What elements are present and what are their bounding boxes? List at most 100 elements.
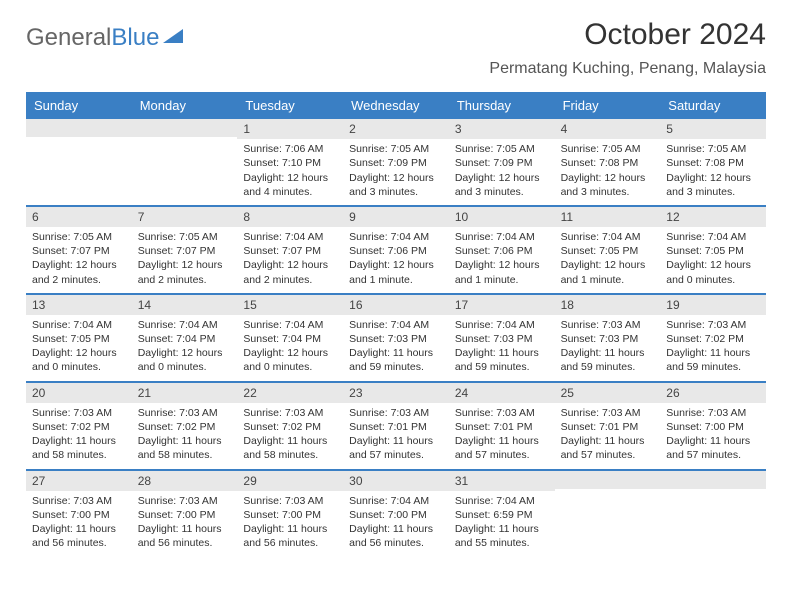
daylight-text: Daylight: 12 hours and 0 minutes. xyxy=(243,346,337,374)
day-number: 12 xyxy=(660,207,766,227)
cell-body: Sunrise: 7:03 AMSunset: 7:00 PMDaylight:… xyxy=(26,491,132,557)
sunset-text: Sunset: 7:07 PM xyxy=(138,244,232,258)
sunrise-text: Sunrise: 7:04 AM xyxy=(138,318,232,332)
cell-body: Sunrise: 7:04 AMSunset: 7:03 PMDaylight:… xyxy=(449,315,555,381)
cell-body: Sunrise: 7:03 AMSunset: 7:01 PMDaylight:… xyxy=(555,403,661,469)
cell-body xyxy=(660,489,766,547)
sunrise-text: Sunrise: 7:04 AM xyxy=(349,494,443,508)
calendar-cell: 7Sunrise: 7:05 AMSunset: 7:07 PMDaylight… xyxy=(132,207,238,293)
day-number: 24 xyxy=(449,383,555,403)
daylight-text: Daylight: 11 hours and 58 minutes. xyxy=(138,434,232,462)
day-header: Monday xyxy=(132,92,238,119)
calendar-cell: 14Sunrise: 7:04 AMSunset: 7:04 PMDayligh… xyxy=(132,295,238,381)
day-number: 20 xyxy=(26,383,132,403)
calendar-cell: 4Sunrise: 7:05 AMSunset: 7:08 PMDaylight… xyxy=(555,119,661,205)
cell-body: Sunrise: 7:03 AMSunset: 7:02 PMDaylight:… xyxy=(660,315,766,381)
sunset-text: Sunset: 7:09 PM xyxy=(455,156,549,170)
daylight-text: Daylight: 11 hours and 59 minutes. xyxy=(349,346,443,374)
sunset-text: Sunset: 7:07 PM xyxy=(243,244,337,258)
calendar-cell: 10Sunrise: 7:04 AMSunset: 7:06 PMDayligh… xyxy=(449,207,555,293)
sunrise-text: Sunrise: 7:04 AM xyxy=(561,230,655,244)
calendar-cell: 29Sunrise: 7:03 AMSunset: 7:00 PMDayligh… xyxy=(237,471,343,557)
day-number: 16 xyxy=(343,295,449,315)
day-number: 30 xyxy=(343,471,449,491)
sunrise-text: Sunrise: 7:03 AM xyxy=(32,406,126,420)
sunset-text: Sunset: 7:00 PM xyxy=(243,508,337,522)
cell-body: Sunrise: 7:05 AMSunset: 7:07 PMDaylight:… xyxy=(26,227,132,293)
sunset-text: Sunset: 7:02 PM xyxy=(666,332,760,346)
week-row: 1Sunrise: 7:06 AMSunset: 7:10 PMDaylight… xyxy=(26,119,766,207)
day-number: 9 xyxy=(343,207,449,227)
daylight-text: Daylight: 12 hours and 1 minute. xyxy=(561,258,655,286)
week-row: 13Sunrise: 7:04 AMSunset: 7:05 PMDayligh… xyxy=(26,295,766,383)
cell-body: Sunrise: 7:05 AMSunset: 7:09 PMDaylight:… xyxy=(343,139,449,205)
sunset-text: Sunset: 7:04 PM xyxy=(243,332,337,346)
day-header: Friday xyxy=(555,92,661,119)
daylight-text: Daylight: 11 hours and 55 minutes. xyxy=(455,522,549,550)
logo-text-gray: General xyxy=(26,24,111,52)
daylight-text: Daylight: 11 hours and 56 minutes. xyxy=(32,522,126,550)
sunset-text: Sunset: 7:02 PM xyxy=(243,420,337,434)
calendar-cell: 27Sunrise: 7:03 AMSunset: 7:00 PMDayligh… xyxy=(26,471,132,557)
cell-body: Sunrise: 7:03 AMSunset: 7:02 PMDaylight:… xyxy=(132,403,238,469)
day-number: 18 xyxy=(555,295,661,315)
calendar-cell: 5Sunrise: 7:05 AMSunset: 7:08 PMDaylight… xyxy=(660,119,766,205)
sunrise-text: Sunrise: 7:03 AM xyxy=(138,406,232,420)
sunset-text: Sunset: 7:00 PM xyxy=(349,508,443,522)
calendar-cell: 19Sunrise: 7:03 AMSunset: 7:02 PMDayligh… xyxy=(660,295,766,381)
daylight-text: Daylight: 11 hours and 56 minutes. xyxy=(243,522,337,550)
day-number xyxy=(132,119,238,137)
cell-body: Sunrise: 7:05 AMSunset: 7:09 PMDaylight:… xyxy=(449,139,555,205)
calendar-cell: 16Sunrise: 7:04 AMSunset: 7:03 PMDayligh… xyxy=(343,295,449,381)
day-number: 31 xyxy=(449,471,555,491)
cell-body xyxy=(132,137,238,195)
cell-body: Sunrise: 7:04 AMSunset: 7:06 PMDaylight:… xyxy=(449,227,555,293)
sunrise-text: Sunrise: 7:03 AM xyxy=(666,318,760,332)
weeks-container: 1Sunrise: 7:06 AMSunset: 7:10 PMDaylight… xyxy=(26,119,766,556)
cell-body: Sunrise: 7:03 AMSunset: 7:01 PMDaylight:… xyxy=(343,403,449,469)
sunrise-text: Sunrise: 7:05 AM xyxy=(138,230,232,244)
cell-body: Sunrise: 7:03 AMSunset: 7:02 PMDaylight:… xyxy=(26,403,132,469)
day-number: 11 xyxy=(555,207,661,227)
cell-body: Sunrise: 7:04 AMSunset: 7:06 PMDaylight:… xyxy=(343,227,449,293)
sunset-text: Sunset: 7:05 PM xyxy=(32,332,126,346)
day-number: 6 xyxy=(26,207,132,227)
daylight-text: Daylight: 11 hours and 57 minutes. xyxy=(561,434,655,462)
sunrise-text: Sunrise: 7:03 AM xyxy=(349,406,443,420)
day-header-row: SundayMondayTuesdayWednesdayThursdayFrid… xyxy=(26,92,766,119)
day-number: 27 xyxy=(26,471,132,491)
daylight-text: Daylight: 12 hours and 2 minutes. xyxy=(243,258,337,286)
sunrise-text: Sunrise: 7:04 AM xyxy=(243,318,337,332)
day-number: 15 xyxy=(237,295,343,315)
sunrise-text: Sunrise: 7:04 AM xyxy=(455,230,549,244)
sunrise-text: Sunrise: 7:05 AM xyxy=(666,142,760,156)
calendar-cell: 8Sunrise: 7:04 AMSunset: 7:07 PMDaylight… xyxy=(237,207,343,293)
sunrise-text: Sunrise: 7:04 AM xyxy=(243,230,337,244)
daylight-text: Daylight: 12 hours and 0 minutes. xyxy=(32,346,126,374)
daylight-text: Daylight: 12 hours and 2 minutes. xyxy=(32,258,126,286)
sunrise-text: Sunrise: 7:05 AM xyxy=(455,142,549,156)
day-header: Thursday xyxy=(449,92,555,119)
sunset-text: Sunset: 7:01 PM xyxy=(455,420,549,434)
week-row: 6Sunrise: 7:05 AMSunset: 7:07 PMDaylight… xyxy=(26,207,766,295)
cell-body: Sunrise: 7:03 AMSunset: 7:00 PMDaylight:… xyxy=(237,491,343,557)
sunset-text: Sunset: 7:06 PM xyxy=(349,244,443,258)
sunset-text: Sunset: 7:03 PM xyxy=(455,332,549,346)
sunset-text: Sunset: 7:05 PM xyxy=(561,244,655,258)
calendar-cell: 13Sunrise: 7:04 AMSunset: 7:05 PMDayligh… xyxy=(26,295,132,381)
sunrise-text: Sunrise: 7:03 AM xyxy=(666,406,760,420)
sunrise-text: Sunrise: 7:05 AM xyxy=(32,230,126,244)
cell-body: Sunrise: 7:04 AMSunset: 7:04 PMDaylight:… xyxy=(132,315,238,381)
daylight-text: Daylight: 12 hours and 0 minutes. xyxy=(666,258,760,286)
cell-body: Sunrise: 7:04 AMSunset: 7:05 PMDaylight:… xyxy=(660,227,766,293)
day-number: 5 xyxy=(660,119,766,139)
logo: GeneralBlue xyxy=(26,18,185,52)
sunrise-text: Sunrise: 7:03 AM xyxy=(32,494,126,508)
calendar-cell: 24Sunrise: 7:03 AMSunset: 7:01 PMDayligh… xyxy=(449,383,555,469)
sunrise-text: Sunrise: 7:05 AM xyxy=(349,142,443,156)
sunset-text: Sunset: 7:02 PM xyxy=(32,420,126,434)
calendar: SundayMondayTuesdayWednesdayThursdayFrid… xyxy=(26,92,766,556)
location: Permatang Kuching, Penang, Malaysia xyxy=(489,60,766,78)
cell-body: Sunrise: 7:04 AMSunset: 7:03 PMDaylight:… xyxy=(343,315,449,381)
daylight-text: Daylight: 12 hours and 3 minutes. xyxy=(455,171,549,199)
